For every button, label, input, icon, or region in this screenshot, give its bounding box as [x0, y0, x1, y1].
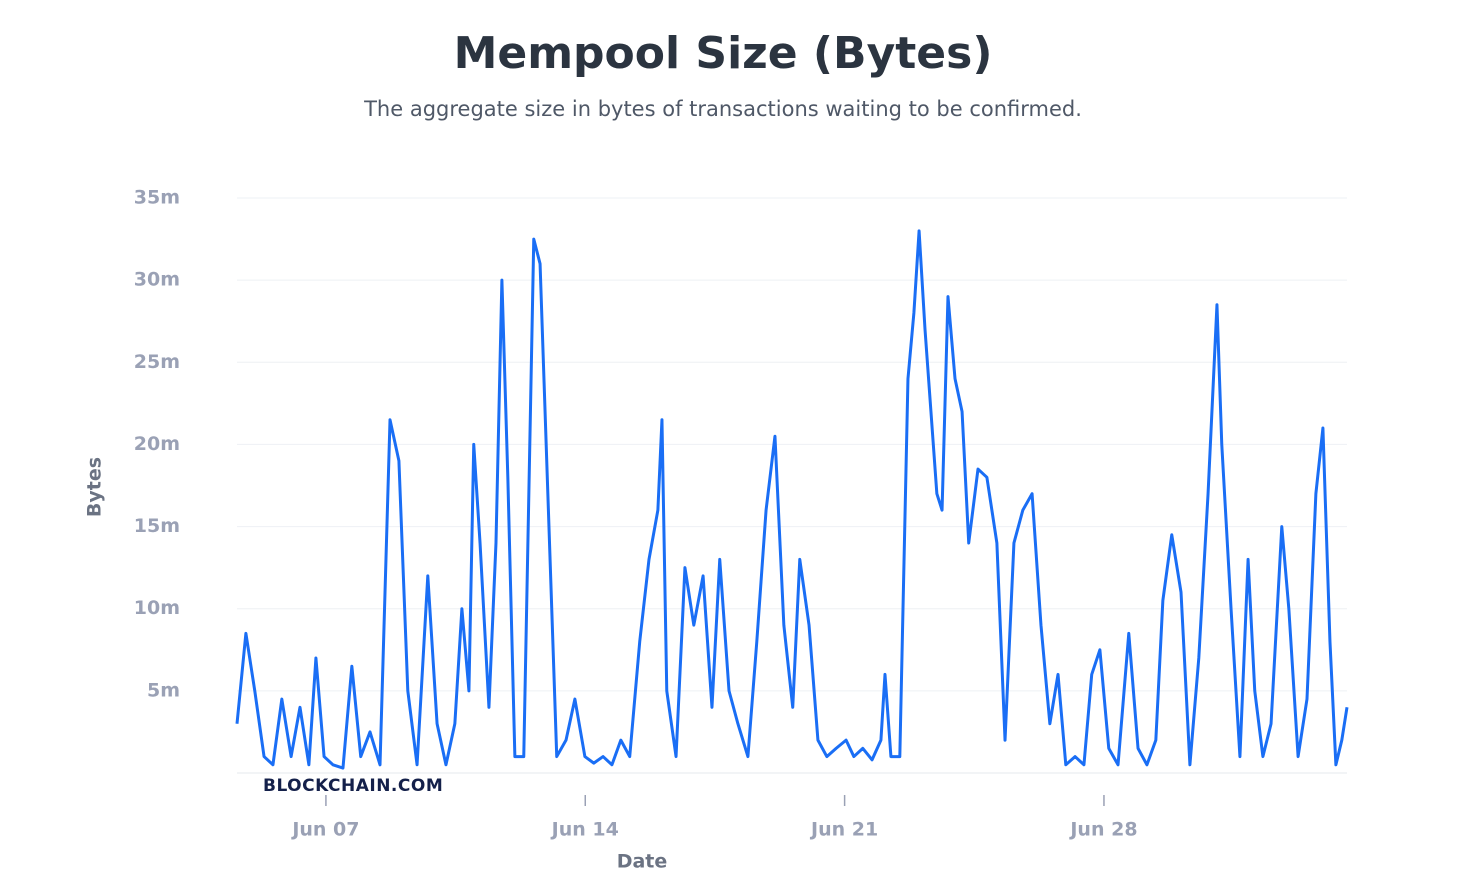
- y-tick-label: 5m: [147, 679, 180, 701]
- x-tick-label: Jun 21: [809, 819, 878, 841]
- x-axis-title: Date: [617, 851, 668, 873]
- y-tick-label: 20m: [134, 433, 180, 455]
- y-tick-label: 35m: [134, 187, 180, 209]
- y-axis-title: Bytes: [84, 457, 106, 517]
- chart-title: Mempool Size (Bytes): [454, 28, 993, 79]
- y-tick-label: 25m: [134, 351, 180, 373]
- watermark: BLOCKCHAIN.COM: [263, 776, 443, 796]
- data-line: [235, 229, 1349, 770]
- x-tick-label: Jun 28: [1068, 819, 1137, 841]
- y-tick-label: 30m: [134, 269, 180, 291]
- y-tick-label: 15m: [134, 515, 180, 537]
- y-tick-label: 10m: [134, 597, 180, 619]
- chart-subtitle: The aggregate size in bytes of transacti…: [363, 97, 1082, 121]
- x-tick-label: Jun 14: [550, 819, 619, 841]
- x-tick-label: Jun 07: [290, 819, 359, 841]
